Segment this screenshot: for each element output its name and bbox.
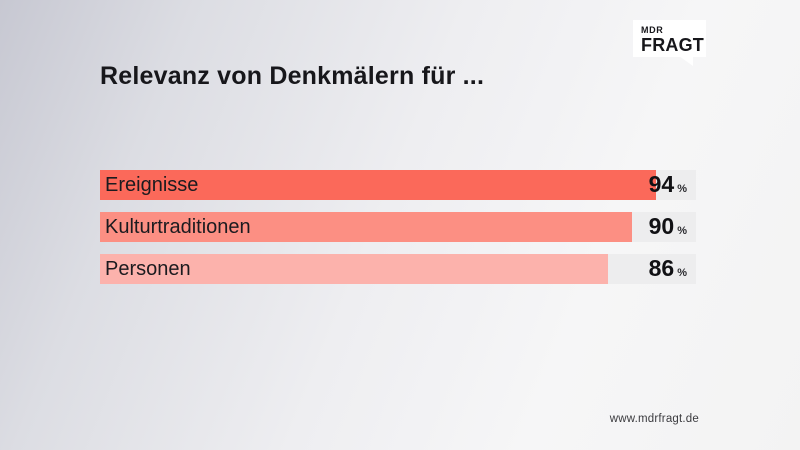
mdr-fragt-logo: MDR FRAGT [633,20,706,57]
percent-sign: % [677,225,687,237]
bar-row: Personen 86 % [100,254,696,284]
bar-row: Kulturtraditionen 90 % [100,212,696,242]
bar-value-number: 90 [648,213,675,239]
bar-label: Ereignisse [105,174,199,196]
bar-fill [100,212,633,242]
percent-sign: % [677,267,687,279]
bar-row: Ereignisse 94 % [100,170,696,200]
bar-value: 86 % [649,254,687,284]
bar-value-number: 94 [648,171,675,197]
bar-value: 90 % [649,212,687,242]
speech-bubble-tail-icon [679,56,693,66]
page-title: Relevanz von Denkmälern für ... [100,62,485,90]
bar-label: Kulturtraditionen [105,216,251,238]
bar-fill [100,170,656,200]
percent-sign: % [677,183,687,195]
bar-chart: Ereignisse 94 % Kulturtraditionen 90 % P… [100,170,696,296]
footer-url: www.mdrfragt.de [609,413,699,425]
bar-value-number: 86 [648,255,675,281]
bar-value: 94 % [649,170,687,200]
logo-text-fragt: FRAGT [641,35,704,55]
bar-fill [100,254,609,284]
bar-label: Personen [105,258,191,280]
logo-text-mdr: MDR [641,25,664,35]
